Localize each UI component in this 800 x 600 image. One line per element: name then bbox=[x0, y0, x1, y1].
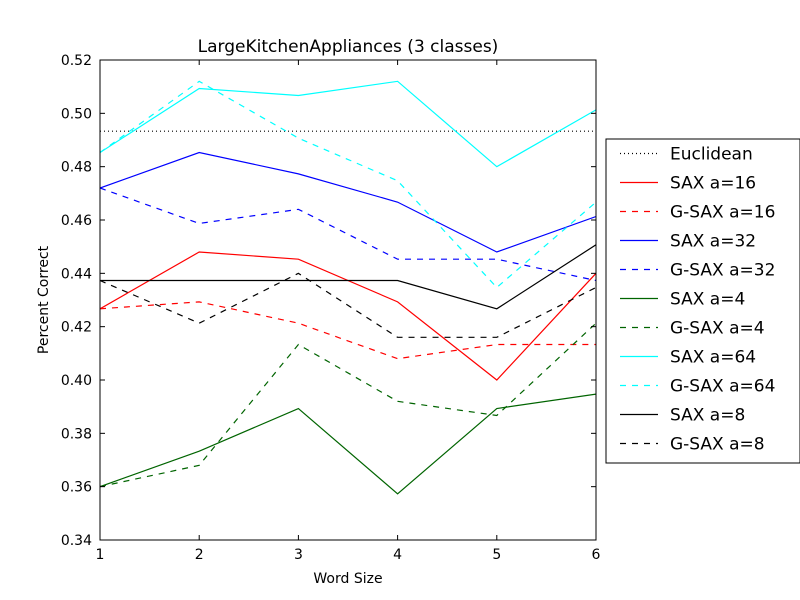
series-line-6 bbox=[100, 322, 596, 488]
legend-label: G-SAX a=32 bbox=[670, 261, 775, 281]
legend-label: SAX a=32 bbox=[670, 232, 756, 252]
legend-item: SAX a=64 bbox=[620, 348, 756, 368]
legend-label: SAX a=16 bbox=[670, 174, 756, 194]
plot-frame bbox=[99, 59, 597, 541]
legend-item: SAX a=16 bbox=[620, 174, 756, 194]
legend-label: G-SAX a=64 bbox=[670, 377, 775, 397]
x-tick-label: 2 bbox=[195, 547, 204, 563]
legend-item: SAX a=4 bbox=[620, 290, 745, 310]
y-tick-label: 0.50 bbox=[61, 106, 92, 122]
chart-title: LargeKitchenAppliances (3 classes) bbox=[198, 37, 499, 57]
y-tick-label: 0.34 bbox=[61, 533, 92, 549]
legend-label: G-SAX a=8 bbox=[670, 435, 765, 455]
y-tick-label: 0.52 bbox=[61, 53, 92, 69]
x-tick-label: 4 bbox=[393, 547, 402, 563]
legend-item: G-SAX a=64 bbox=[620, 377, 775, 397]
legend-label: G-SAX a=16 bbox=[670, 203, 775, 223]
series-line-9 bbox=[100, 244, 596, 310]
x-tick-label: 6 bbox=[592, 547, 601, 563]
y-tick-label: 0.42 bbox=[61, 320, 92, 336]
y-axis-label: Percent Correct bbox=[36, 245, 52, 354]
series-line-8 bbox=[100, 80, 596, 289]
y-tick-label: 0.48 bbox=[61, 160, 92, 176]
series-line-2 bbox=[100, 301, 596, 360]
legend-label: SAX a=4 bbox=[670, 290, 745, 310]
legend: Euclidean SAX a=16 G-SAX a=16 SAX a=32 G-SAX… bbox=[605, 138, 800, 464]
series-line-3 bbox=[100, 151, 596, 253]
x-tick-label: 1 bbox=[96, 547, 105, 563]
legend-item: SAX a=8 bbox=[620, 406, 745, 426]
legend-frame bbox=[605, 138, 800, 464]
series-line-4 bbox=[100, 187, 596, 282]
y-tick-label: 0.36 bbox=[61, 480, 92, 496]
ticks-layer: 1 2 3 4 5 6 0.34 0.36 0.38 0.40 0.42 0.44 0.46 0.48 0.… bbox=[61, 53, 601, 563]
legend-item: Euclidean bbox=[620, 145, 753, 165]
series-line-5 bbox=[100, 393, 596, 495]
y-tick-label: 0.46 bbox=[61, 213, 92, 229]
series-layer bbox=[100, 80, 596, 495]
y-tick-label: 0.44 bbox=[61, 266, 92, 282]
legend-item: SAX a=32 bbox=[620, 232, 756, 252]
series-line-10 bbox=[100, 272, 596, 338]
y-tick-label: 0.40 bbox=[61, 373, 92, 389]
x-axis-label: Word Size bbox=[313, 571, 382, 587]
legend-item: G-SAX a=8 bbox=[620, 435, 765, 455]
legend-label: G-SAX a=4 bbox=[670, 319, 765, 339]
y-tick-label: 0.38 bbox=[61, 426, 92, 442]
legend-item: G-SAX a=32 bbox=[620, 261, 775, 281]
plot-area bbox=[100, 60, 596, 540]
series-line-7 bbox=[100, 80, 596, 168]
legend-label: Euclidean bbox=[670, 145, 753, 165]
legend-item: G-SAX a=16 bbox=[620, 203, 775, 223]
x-tick-label: 5 bbox=[492, 547, 501, 563]
x-tick-label: 3 bbox=[294, 547, 303, 563]
legend-label: SAX a=8 bbox=[670, 406, 745, 426]
legend-label: SAX a=64 bbox=[670, 348, 756, 368]
legend-item: G-SAX a=4 bbox=[620, 319, 765, 339]
